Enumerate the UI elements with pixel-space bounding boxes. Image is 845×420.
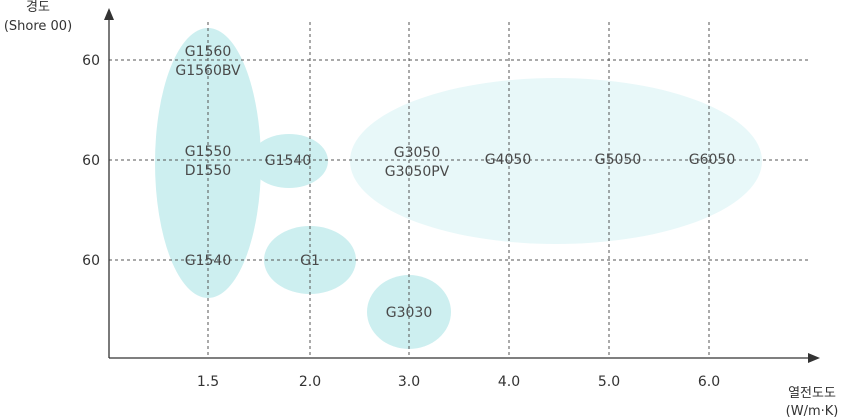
blob-high-conductivity <box>350 78 762 244</box>
product-label: G3050PV <box>385 164 450 180</box>
product-label: G4050 <box>485 152 531 168</box>
y-axis-arrow-icon <box>104 8 114 20</box>
x-tick-label: 6.0 <box>698 374 720 390</box>
x-tick-label: 3.0 <box>398 374 420 390</box>
x-tick-label: 2.0 <box>299 374 321 390</box>
grid <box>109 22 808 358</box>
product-label: G3030 <box>386 305 432 321</box>
x-axis-title-line1: 열전도도 <box>788 386 836 401</box>
product-label: G3050 <box>394 145 440 161</box>
product-label: G1560 <box>185 44 231 60</box>
product-labels: G1560 G1560BV G1550 D1550 G1540 G1540 G1… <box>175 44 735 321</box>
y-tick-label: 60 <box>82 53 100 69</box>
y-axis-title-line1: 경도 <box>26 0 50 15</box>
product-label: G6050 <box>689 152 735 168</box>
y-tick-label: 60 <box>82 153 100 169</box>
x-axis-arrow-icon <box>808 353 820 363</box>
axes <box>108 14 812 359</box>
product-label: G1540 <box>185 253 231 269</box>
y-tick-label: 60 <box>82 253 100 269</box>
product-label: G1540 <box>265 153 311 169</box>
product-label: G1 <box>300 253 320 269</box>
x-axis-title-line2: (W/m·K) <box>786 404 839 419</box>
x-tick-label: 4.0 <box>498 374 520 390</box>
product-label: G1550 <box>185 144 231 160</box>
x-tick-label: 5.0 <box>598 374 620 390</box>
product-label: D1550 <box>185 163 231 179</box>
product-label: G1560BV <box>175 63 241 79</box>
blob-g1540-mid <box>250 134 328 188</box>
product-label: G5050 <box>595 152 641 168</box>
y-axis-title-line2: (Shore 00) <box>4 19 72 34</box>
x-tick-label: 1.5 <box>197 374 219 390</box>
blobs <box>155 28 762 349</box>
